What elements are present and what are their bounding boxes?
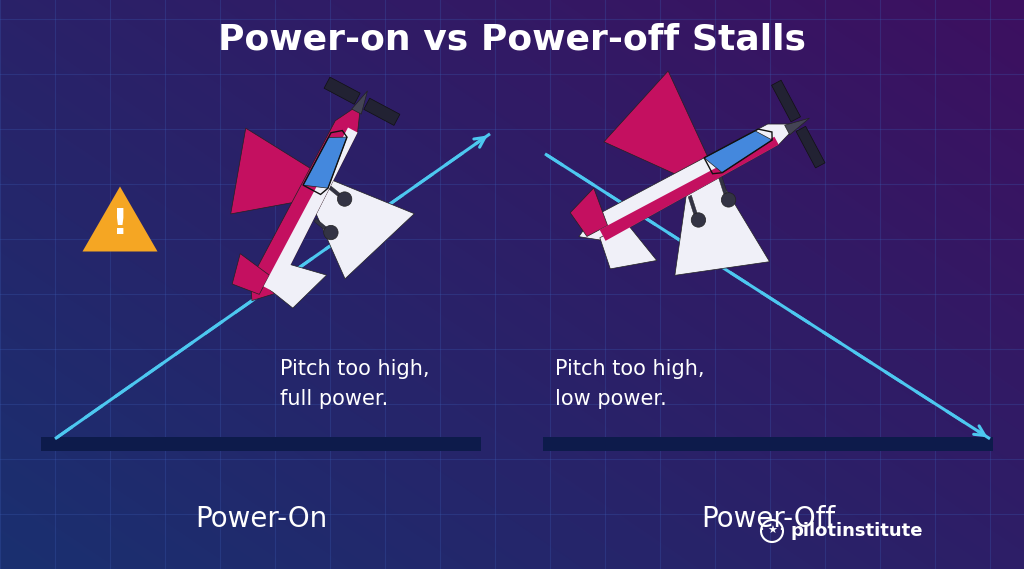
- Polygon shape: [232, 254, 269, 294]
- Text: pilotinstitute: pilotinstitute: [790, 522, 923, 540]
- Circle shape: [324, 225, 338, 240]
- Polygon shape: [604, 71, 709, 175]
- Circle shape: [691, 213, 706, 227]
- Text: Power-On: Power-On: [195, 505, 328, 533]
- Polygon shape: [570, 188, 607, 237]
- Text: ★: ★: [767, 526, 777, 536]
- Polygon shape: [315, 180, 415, 279]
- Text: !: !: [112, 207, 128, 241]
- Polygon shape: [675, 177, 770, 275]
- Polygon shape: [270, 263, 327, 308]
- Polygon shape: [230, 128, 313, 214]
- Polygon shape: [364, 98, 400, 125]
- Polygon shape: [263, 127, 357, 293]
- Text: Pitch too high,
full power.: Pitch too high, full power.: [280, 359, 429, 409]
- Polygon shape: [303, 137, 347, 188]
- Polygon shape: [718, 175, 728, 196]
- Bar: [41, 437, 481, 451]
- Polygon shape: [324, 77, 360, 104]
- Polygon shape: [251, 104, 360, 300]
- Polygon shape: [314, 218, 330, 233]
- Polygon shape: [328, 185, 344, 200]
- Circle shape: [721, 193, 735, 207]
- Polygon shape: [688, 195, 697, 216]
- Polygon shape: [771, 80, 801, 122]
- Polygon shape: [705, 131, 772, 172]
- Polygon shape: [600, 137, 778, 241]
- Text: Power-on vs Power-off Stalls: Power-on vs Power-off Stalls: [218, 22, 806, 56]
- Polygon shape: [579, 124, 799, 241]
- Polygon shape: [600, 224, 656, 269]
- Polygon shape: [784, 118, 809, 135]
- Bar: [543, 437, 993, 451]
- Circle shape: [338, 192, 352, 206]
- Polygon shape: [83, 187, 158, 251]
- Text: Pitch too high,
low power.: Pitch too high, low power.: [555, 359, 705, 409]
- Text: Power-Off: Power-Off: [701, 505, 835, 533]
- Polygon shape: [796, 126, 825, 168]
- Polygon shape: [351, 91, 368, 114]
